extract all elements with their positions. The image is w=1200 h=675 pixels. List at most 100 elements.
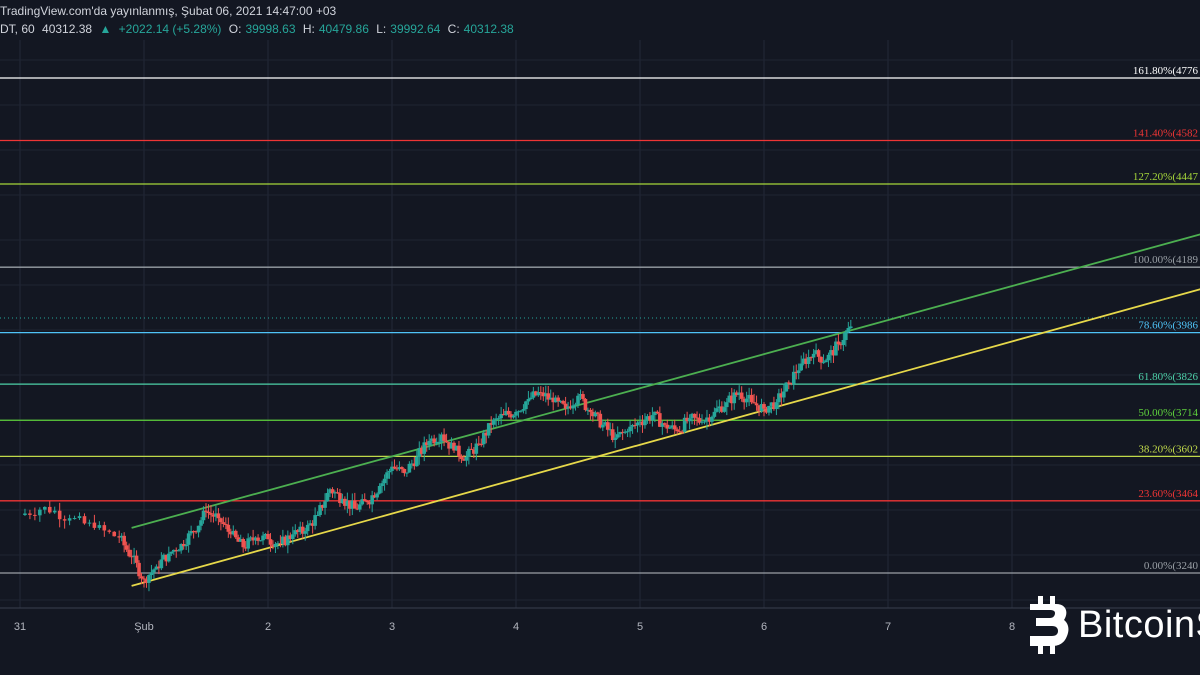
candle-body <box>464 456 469 461</box>
candle-body <box>372 495 377 498</box>
fib-level-label: 38.20%(3602 <box>1138 443 1198 455</box>
candle-body <box>97 525 102 528</box>
candle-body <box>541 392 546 397</box>
fib-level-label: 161.80%(4776 <box>1133 65 1199 77</box>
logo-text: BitcoinS <box>1078 603 1200 646</box>
candle-body <box>581 394 585 399</box>
candle-body <box>682 417 687 432</box>
candle-body <box>134 555 139 563</box>
candle-body <box>407 463 412 473</box>
candle-body <box>620 431 625 433</box>
candle-body <box>129 556 134 558</box>
candle-body <box>586 409 590 411</box>
candle-body <box>291 534 295 540</box>
candle-body <box>107 530 112 532</box>
candle-body <box>189 531 193 534</box>
candle-body <box>300 526 305 534</box>
candle-body <box>774 402 779 410</box>
candle-body <box>665 424 670 429</box>
candle-body <box>412 463 417 467</box>
candle-body <box>486 423 491 436</box>
candle-body <box>298 526 303 532</box>
candle-body <box>804 358 808 364</box>
candle-body <box>139 576 144 579</box>
candle-body <box>392 466 397 469</box>
candle-body <box>424 442 429 446</box>
candle-body <box>777 393 781 403</box>
candle-body <box>601 424 605 428</box>
candle-body <box>92 522 97 528</box>
candle-body <box>38 509 42 516</box>
candle-body <box>216 513 221 519</box>
candle-body <box>799 363 803 371</box>
candle-body <box>62 519 67 521</box>
grid <box>0 40 1200 609</box>
candle-body <box>266 533 270 540</box>
candle-body <box>102 525 107 531</box>
symbol-label: DT, 60 <box>0 22 35 36</box>
candle-body <box>417 448 422 457</box>
candle-body <box>345 500 350 506</box>
candle-body <box>831 350 836 356</box>
candle-body <box>350 500 355 509</box>
candle-body <box>610 429 615 440</box>
candle-body <box>754 403 759 406</box>
high-value: 40479.86 <box>318 22 369 36</box>
candle-body <box>427 440 431 446</box>
candle-body <box>157 566 161 569</box>
candle-body <box>318 505 322 515</box>
candle-body <box>720 406 724 412</box>
candle-body <box>147 575 151 583</box>
candle-body <box>390 466 394 471</box>
candle-body <box>214 513 218 517</box>
candle-body <box>343 498 347 506</box>
candle-body <box>122 535 126 546</box>
candle-body <box>814 350 818 354</box>
candle-body <box>650 415 655 421</box>
candle-body <box>77 516 82 519</box>
candle-body <box>844 331 848 341</box>
candle-body <box>603 422 608 425</box>
candle-body <box>179 543 183 551</box>
candle-body <box>246 538 250 549</box>
x-axis: 31 Şub 2 3 4 5 6 7 8 <box>14 621 1015 633</box>
candle-body <box>677 431 682 433</box>
candle-body <box>395 468 399 470</box>
candle-body <box>598 413 603 428</box>
x-tick-label: 4 <box>513 621 519 633</box>
candle-body <box>568 406 573 409</box>
candle-body <box>672 425 677 430</box>
candle-body <box>422 442 427 454</box>
candle-body <box>377 485 382 494</box>
candle-body <box>400 467 404 470</box>
candle-body <box>588 409 593 412</box>
candle-body <box>320 505 325 508</box>
candle-body <box>615 434 620 438</box>
candle-body <box>162 554 166 560</box>
candle-body <box>72 518 77 520</box>
candle-body <box>258 540 263 542</box>
last-price: 40312.38 <box>42 22 93 36</box>
candle-body <box>796 370 801 374</box>
candle-body <box>685 417 689 422</box>
candle-body <box>82 516 87 524</box>
candle-body <box>191 531 196 533</box>
candle-body <box>546 393 551 400</box>
candle-body <box>697 418 702 423</box>
candle-body <box>256 537 260 541</box>
candle-body <box>558 400 563 402</box>
candle-body <box>509 414 513 418</box>
candle-body <box>660 423 665 427</box>
candle-body <box>578 394 583 396</box>
candle-body <box>571 405 575 409</box>
candle-body <box>355 508 360 510</box>
candle-body <box>184 544 188 547</box>
candle-body <box>132 555 136 557</box>
candle-body <box>303 531 307 534</box>
candle-body <box>583 398 588 411</box>
candle-body <box>52 510 57 513</box>
candle-body <box>353 500 357 509</box>
candle-body <box>434 442 439 444</box>
candle-body <box>511 415 516 418</box>
